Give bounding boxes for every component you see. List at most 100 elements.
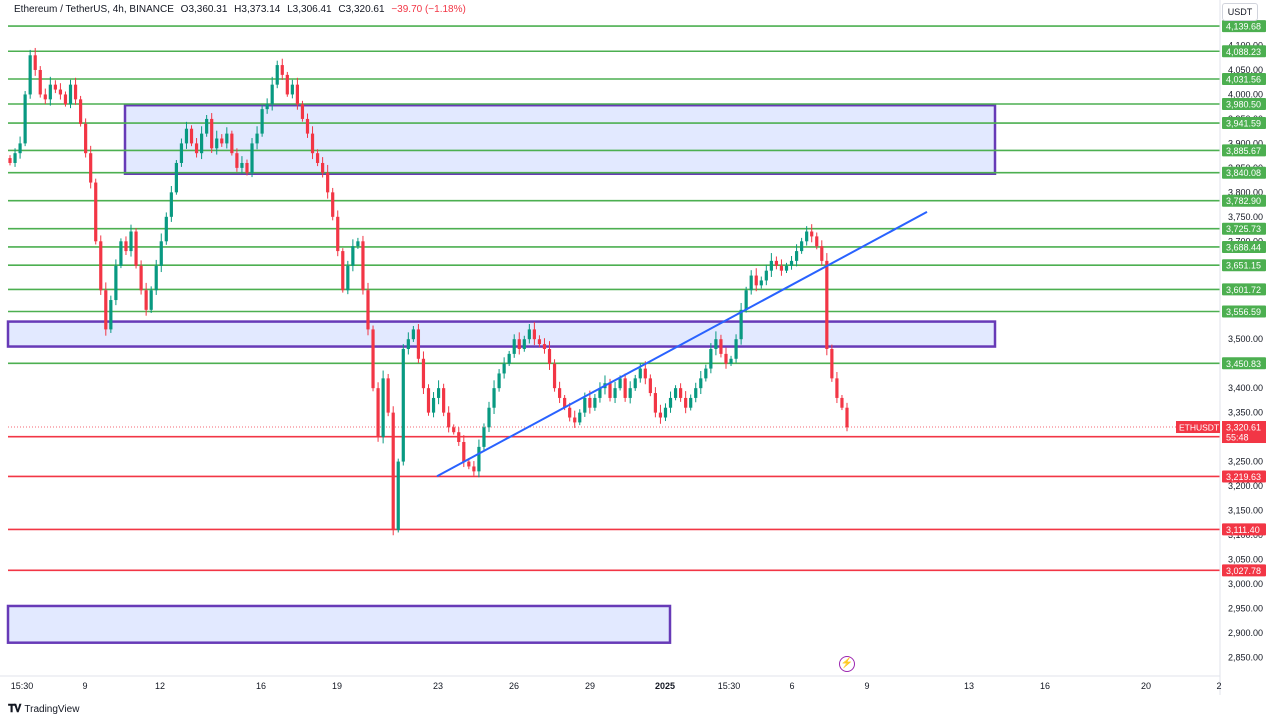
candle-body <box>699 378 703 389</box>
y-tick-label: 3,900.00 <box>1228 138 1263 148</box>
candle-body <box>608 383 612 398</box>
resistance-level-label: 3,450.83 <box>1226 359 1261 369</box>
candle-body <box>764 270 768 281</box>
resistance-level-badge <box>1222 97 1266 110</box>
candle-body <box>361 241 365 291</box>
price-change: −39.70 (−1.18%) <box>391 4 466 15</box>
candle-body <box>628 388 632 398</box>
candle-body <box>376 388 380 438</box>
candle-body <box>351 246 355 266</box>
candle-body <box>255 133 259 144</box>
candle-body <box>789 260 794 266</box>
candle-body <box>648 378 652 394</box>
candle-body <box>512 339 516 354</box>
candle-body <box>815 236 819 247</box>
y-tick-label: 3,200.00 <box>1228 481 1263 491</box>
ohlc-close: C3,320.61 <box>338 4 385 15</box>
candle-body <box>94 182 98 242</box>
candle-body <box>189 128 194 144</box>
y-tick-label: 3,750.00 <box>1228 212 1263 222</box>
resistance-level-badge <box>1222 259 1266 272</box>
resistance-level-badge <box>1222 240 1266 253</box>
x-tick-label: 23 <box>433 681 443 691</box>
candle-body <box>341 251 345 291</box>
supply-demand-zones <box>6 103 997 644</box>
x-tick-label: 19 <box>332 681 342 691</box>
trendline-layer <box>436 211 928 478</box>
candle-body <box>149 290 153 310</box>
last-price-value: 3,320.61 <box>1226 423 1261 433</box>
resistance-level-label: 4,139.68 <box>1226 22 1261 32</box>
candle-body <box>230 133 234 154</box>
candle-body <box>668 397 673 408</box>
candle-body <box>33 55 37 70</box>
time-axis: 15:30 9 12 16 19 23 26 29 2025 15:30 6 9 13 16 20 2 <box>11 681 1222 691</box>
candle-body <box>633 378 637 389</box>
candle-body <box>53 84 57 90</box>
candle-body <box>225 133 229 144</box>
candle-body <box>58 89 63 95</box>
candle-body <box>310 133 315 154</box>
candle-body <box>371 329 375 389</box>
candle-body <box>794 251 799 261</box>
candle-body <box>119 241 123 266</box>
candle-body <box>734 339 738 359</box>
candle-body <box>154 265 158 291</box>
y-tick-label: 3,500.00 <box>1228 334 1263 344</box>
candle-body <box>159 241 163 266</box>
support-level-badge <box>1222 523 1266 536</box>
candle-body <box>431 397 436 413</box>
candle-body <box>497 373 501 389</box>
ohlc-high: H3,373.14 <box>234 4 281 15</box>
x-tick-label: 12 <box>155 681 165 691</box>
candle-body <box>830 348 834 379</box>
candle-body <box>578 412 582 423</box>
candle-body <box>502 363 506 374</box>
y-tick-label: 3,800.00 <box>1228 187 1263 197</box>
candle-body <box>406 339 410 349</box>
candle-body <box>8 158 12 163</box>
candle-body <box>336 216 340 252</box>
candle-body <box>749 275 753 291</box>
candle-body <box>23 94 27 144</box>
lightning-icon[interactable]: ⚡ <box>839 656 855 672</box>
candle-body <box>411 329 415 340</box>
candle-body <box>169 192 173 217</box>
candle-body <box>739 309 743 340</box>
candle-body <box>568 407 572 418</box>
resistance-level-label: 3,651.15 <box>1226 261 1261 271</box>
candle-body <box>38 69 42 95</box>
tv-logo-icon: 𝐓𝐕 <box>8 703 21 715</box>
resistance-level-label: 3,782.90 <box>1226 196 1261 206</box>
y-tick-label: 3,150.00 <box>1228 506 1263 516</box>
resistance-level-label: 3,840.08 <box>1226 168 1261 178</box>
candle-body <box>507 353 511 364</box>
candle-body <box>290 84 294 95</box>
candle-body <box>552 363 557 389</box>
support-level-badge <box>1222 470 1266 483</box>
brand-label: TradingView <box>24 704 80 715</box>
candle-body <box>820 246 824 261</box>
candle-body <box>658 412 663 418</box>
candle-body <box>784 265 789 271</box>
currency-selector[interactable]: USDT <box>1222 3 1258 21</box>
resistance-level-badge <box>1222 45 1266 58</box>
support-level-label: 3,111.40 <box>1226 525 1260 535</box>
candle-body <box>240 162 244 168</box>
tradingview-logo[interactable]: 𝐓𝐕 TradingView <box>8 703 79 716</box>
resistance-level-badge <box>1222 144 1266 157</box>
resistance-level-label: 4,088.23 <box>1226 47 1261 57</box>
x-tick-label: 2025 <box>655 681 675 691</box>
candle-body <box>573 417 577 423</box>
candle-body <box>84 123 88 154</box>
candle-body <box>13 153 17 163</box>
price-axis: 4,100.004,050.004,000.003,950.003,900.00… <box>0 0 1266 695</box>
candle-body <box>78 99 83 124</box>
candle-body <box>835 378 839 398</box>
candle-body <box>563 397 567 408</box>
candle-body <box>48 84 52 100</box>
candle-body <box>769 260 773 271</box>
candle-body <box>179 143 184 163</box>
y-tick-label: 2,850.00 <box>1228 652 1263 662</box>
